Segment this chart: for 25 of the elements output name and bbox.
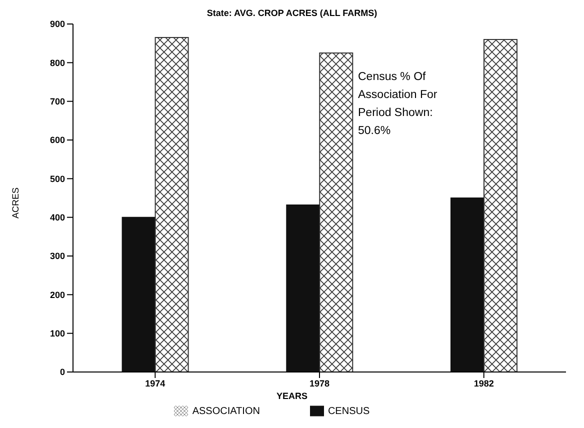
bar [154,37,189,372]
bar [450,198,484,372]
y-tick-label: 900 [50,19,65,30]
bar [483,38,518,372]
annotation: Census % Of Association For Period Shown: 50.6% [358,70,438,139]
y-tick-label: 700 [50,96,65,107]
legend-label: ASSOCIATION [192,406,260,417]
y-tick-label: 800 [50,58,65,68]
x-tick-label: 1982 [474,378,494,388]
x-axis-title: YEARS [275,391,308,401]
y-tick-label: 100 [50,328,65,339]
y-tick-label: 400 [50,212,65,223]
y-tick-label: 200 [50,290,65,300]
legend-label: CENSUS [328,406,370,417]
x-tick-label: 1974 [145,378,166,388]
chart-title: State: AVG. CROP ACRES (ALL FARMS) [206,8,378,18]
y-tick-label: 600 [50,135,65,146]
y-axis-title: ACRES [10,187,21,219]
y-tick-label: 300 [50,251,65,262]
bar [319,52,354,372]
bar [122,216,156,372]
x-tick-label: 1978 [309,378,330,388]
bar [286,204,320,372]
y-tick-label: 500 [50,174,65,184]
y-tick-label: 0 [60,367,65,378]
